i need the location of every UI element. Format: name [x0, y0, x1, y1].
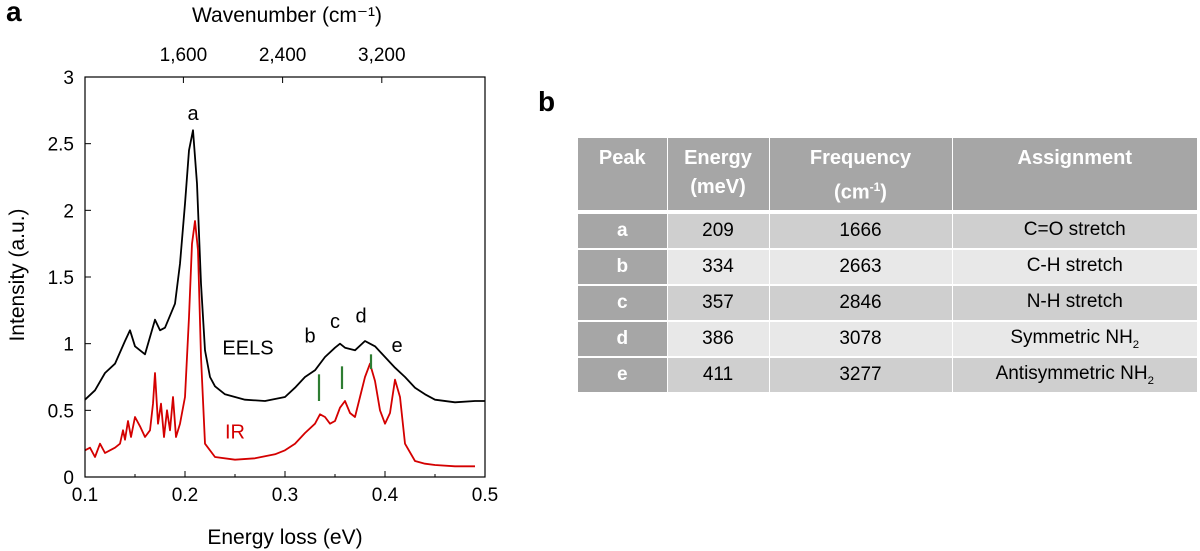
- assignment-cell: C-H stretch: [952, 249, 1197, 286]
- x-tick-label: 0.5: [472, 485, 498, 506]
- table-row: c 357 2846 N-H stretch: [578, 285, 1197, 322]
- y-tick-label: 0: [63, 468, 74, 489]
- peak-table-container: Peak Energy (meV) Frequency (cm-1) Assignm…: [578, 138, 1197, 394]
- frequency-cell: 3277: [769, 357, 953, 394]
- frequency-cell: 2663: [769, 249, 953, 286]
- energy-cell: 357: [667, 285, 770, 322]
- peak-cell: a: [578, 212, 668, 250]
- y-tick-label: 1: [63, 335, 74, 356]
- frequency-cell: 2846: [769, 285, 953, 322]
- header-energy: Energy (meV): [667, 138, 770, 214]
- top-tick-label: 3,200: [358, 45, 406, 66]
- plot-frame: [84, 76, 486, 478]
- series-label-eels: EELS: [222, 338, 273, 360]
- y-axis-label: Intensity (a.u.): [6, 208, 29, 341]
- header-peak: Peak: [578, 138, 668, 214]
- top-axis-label: Wavenumber (cm⁻¹): [192, 4, 382, 27]
- energy-cell: 334: [667, 249, 770, 286]
- top-tick-label: 1,600: [160, 45, 208, 66]
- assignment-cell: Symmetric NH2: [952, 321, 1197, 358]
- peak-cell: c: [578, 285, 668, 322]
- y-tick-label: 2: [63, 201, 74, 222]
- x-tick-label: 0.3: [272, 485, 298, 506]
- peak-label-c: c: [330, 311, 340, 333]
- peak-label-a: a: [187, 103, 199, 125]
- series-line-eels: [84, 129, 485, 404]
- assignment-cell: N-H stretch: [952, 285, 1197, 322]
- y-tick-label: 2.5: [48, 135, 74, 156]
- frequency-cell: 3078: [769, 321, 953, 358]
- energy-cell: 411: [667, 357, 770, 394]
- table-row: e 411 3277 Antisymmetric NH2: [578, 357, 1197, 394]
- peak-cell: b: [578, 249, 668, 286]
- peak-label-d: d: [355, 306, 366, 328]
- x-tick-label: 0.4: [372, 485, 399, 506]
- peak-cell: d: [578, 321, 668, 358]
- peak-table: Peak Energy (meV) Frequency (cm-1) Assignm…: [578, 138, 1197, 394]
- assignment-cell: Antisymmetric NH2: [952, 357, 1197, 394]
- x-tick-label: 0.2: [172, 485, 198, 506]
- spectrum-chart: 0.1 0.2 0.3 0.4 0.5 0 0.5 1 1.5 2 2.5 3 1,600 2,400 3,…: [6, 4, 498, 549]
- series-line-ir: [84, 220, 475, 468]
- energy-cell: 209: [667, 212, 770, 250]
- x-tick-label: 0.1: [72, 485, 98, 506]
- header-frequency: Frequency (cm-1): [769, 138, 953, 214]
- top-tick-label: 2,400: [259, 45, 307, 66]
- y-tick-label: 3: [63, 68, 74, 89]
- table-row: d 386 3078 Symmetric NH2: [578, 321, 1197, 358]
- frequency-cell: 1666: [769, 212, 953, 250]
- y-tick-label: 1.5: [48, 268, 74, 289]
- energy-cell: 386: [667, 321, 770, 358]
- peak-label-e: e: [391, 335, 402, 357]
- panel-label-a: a: [6, 0, 22, 27]
- header-assignment: Assignment: [952, 138, 1197, 214]
- table-row: b 334 2663 C-H stretch: [578, 249, 1197, 286]
- series-label-ir: IR: [225, 422, 245, 444]
- peak-label-b: b: [304, 326, 315, 348]
- assignment-cell: C=O stretch: [952, 212, 1197, 250]
- x-axis-label: Energy loss (eV): [207, 526, 362, 549]
- y-tick-label: 0.5: [48, 401, 74, 422]
- peak-cell: e: [578, 357, 668, 394]
- table-row: a 209 1666 C=O stretch: [578, 212, 1197, 250]
- table-header-row: Peak Energy (meV) Frequency (cm-1) Assignm…: [578, 138, 1197, 214]
- panel-label-b: b: [538, 86, 556, 117]
